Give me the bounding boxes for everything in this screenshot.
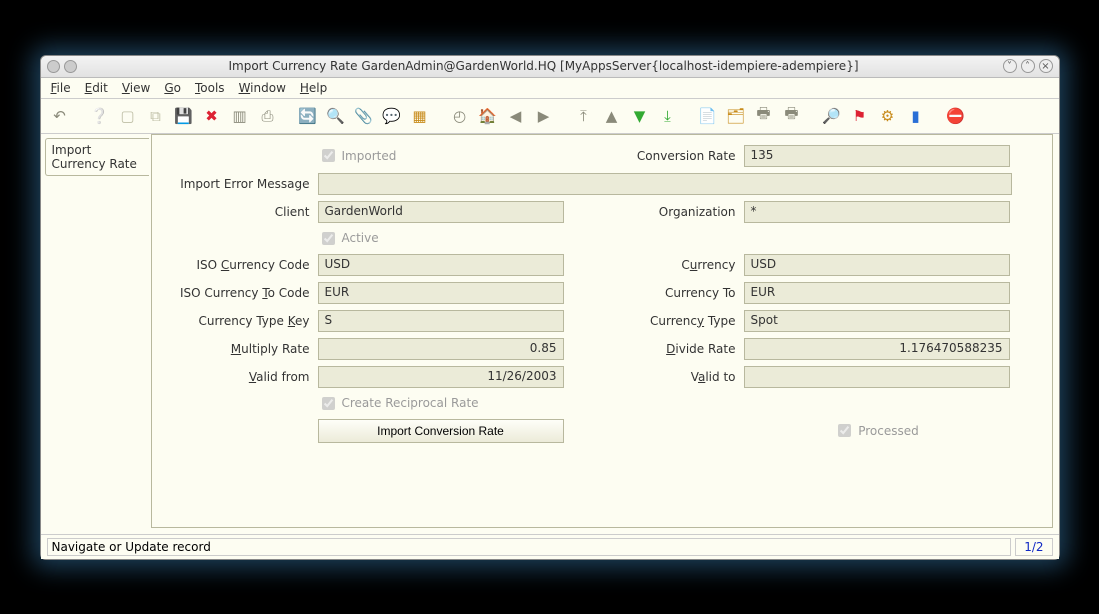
workflow-icon[interactable]: ⚑ xyxy=(849,105,871,127)
import-conversion-rate-button[interactable]: Import Conversion Rate xyxy=(318,419,564,443)
copy-icon[interactable]: ⧉ xyxy=(145,105,167,127)
print-icon[interactable]: 🖶 xyxy=(753,105,775,127)
archive2-icon[interactable]: 🗂 xyxy=(725,105,747,127)
imported-checkbox: Imported xyxy=(318,146,564,165)
iso-to-code-label: ISO Currency To Code xyxy=(162,286,318,300)
nav-fwd-icon[interactable]: ▶ xyxy=(533,105,555,127)
currency-type-key-field[interactable]: S xyxy=(318,310,564,332)
close-button[interactable]: × xyxy=(1039,59,1053,73)
multiply-rate-label: Multiply Rate xyxy=(162,342,318,356)
menu-view[interactable]: View xyxy=(122,81,150,95)
window-title: Import Currency Rate GardenAdmin@GardenW… xyxy=(85,59,1003,73)
process-icon[interactable]: ⚙ xyxy=(877,105,899,127)
save-icon[interactable]: 💾 xyxy=(173,105,195,127)
currency-to-label: Currency To xyxy=(624,286,744,300)
new-icon[interactable]: ▢ xyxy=(117,105,139,127)
menu-file[interactable]: File xyxy=(51,81,71,95)
history-icon[interactable]: ◴ xyxy=(449,105,471,127)
titlebar: Import Currency Rate GardenAdmin@GardenW… xyxy=(41,56,1059,78)
currency-type-label: Currency Type xyxy=(624,314,744,328)
minimize-button[interactable]: ˅ xyxy=(1003,59,1017,73)
toolbar: ↶ ❔ ▢ ⧉ 💾 ✖ ▥ ⎙ 🔄 🔍 📎 💬 ▦ ◴ 🏠 ◀ ▶ ⤒ ▲ ▼ … xyxy=(41,99,1059,134)
grid-icon[interactable]: ▦ xyxy=(409,105,431,127)
currency-label: Currency xyxy=(624,258,744,272)
iso-code-field[interactable]: USD xyxy=(318,254,564,276)
sidebar: Import Currency Rate xyxy=(41,134,151,534)
processed-checkbox: Processed xyxy=(744,421,1010,440)
delete-icon[interactable]: ✖ xyxy=(201,105,223,127)
exit-icon[interactable]: ⛔ xyxy=(945,105,967,127)
home-icon[interactable]: 🏠 xyxy=(477,105,499,127)
sys-icon[interactable] xyxy=(47,60,60,73)
nav-back-icon[interactable]: ◀ xyxy=(505,105,527,127)
menu-window[interactable]: Window xyxy=(239,81,286,95)
last-icon[interactable]: ⤓ xyxy=(657,105,679,127)
zoom-icon[interactable]: 🔎 xyxy=(821,105,843,127)
status-pager[interactable]: 1/2 xyxy=(1015,538,1052,556)
active-check xyxy=(322,232,335,245)
next-icon[interactable]: ▼ xyxy=(629,105,651,127)
menu-edit[interactable]: Edit xyxy=(85,81,108,95)
create-reciprocal-checkbox: Create Reciprocal Rate xyxy=(318,394,564,413)
currency-type-key-label: Currency Type Key xyxy=(162,314,318,328)
product-icon[interactable]: ▮ xyxy=(905,105,927,127)
undo-icon[interactable]: ↶ xyxy=(49,105,71,127)
archive-icon[interactable]: ▥ xyxy=(229,105,251,127)
sys-icon[interactable] xyxy=(64,60,77,73)
active-label: Active xyxy=(342,231,379,245)
help-icon[interactable]: ❔ xyxy=(89,105,111,127)
client-field[interactable]: GardenWorld xyxy=(318,201,564,223)
valid-to-label: Valid to xyxy=(624,370,744,384)
multiply-rate-field[interactable]: 0.85 xyxy=(318,338,564,360)
import-error-label: Import Error Message xyxy=(162,177,318,191)
menu-tools[interactable]: Tools xyxy=(195,81,225,95)
prev-icon[interactable]: ▲ xyxy=(601,105,623,127)
chat-icon[interactable]: 💬 xyxy=(381,105,403,127)
create-reciprocal-check xyxy=(322,397,335,410)
requery-icon[interactable]: ⎙ xyxy=(257,105,279,127)
menu-help[interactable]: Help xyxy=(300,81,327,95)
currency-type-field[interactable]: Spot xyxy=(744,310,1010,332)
valid-from-field[interactable]: 11/26/2003 xyxy=(318,366,564,388)
report-icon[interactable]: 📄 xyxy=(697,105,719,127)
form-panel: Imported Conversion Rate 135 Import Erro… xyxy=(151,134,1053,528)
organization-label: Organization xyxy=(624,205,744,219)
organization-field[interactable]: * xyxy=(744,201,1010,223)
iso-to-code-field[interactable]: EUR xyxy=(318,282,564,304)
import-error-field[interactable] xyxy=(318,173,1012,195)
client-label: Client xyxy=(162,205,318,219)
imported-label: Imported xyxy=(342,149,397,163)
currency-to-field[interactable]: EUR xyxy=(744,282,1010,304)
refresh-icon[interactable]: 🔄 xyxy=(297,105,319,127)
valid-to-field[interactable] xyxy=(744,366,1010,388)
print2-icon[interactable]: 🖶 xyxy=(781,105,803,127)
processed-check xyxy=(838,424,851,437)
menubar: File Edit View Go Tools Window Help xyxy=(41,78,1059,99)
attach-icon[interactable]: 📎 xyxy=(353,105,375,127)
app-window: Import Currency Rate GardenAdmin@GardenW… xyxy=(40,55,1060,560)
menu-go[interactable]: Go xyxy=(164,81,181,95)
divide-rate-field[interactable]: 1.176470588235 xyxy=(744,338,1010,360)
status-message: Navigate or Update record xyxy=(47,538,1012,556)
maximize-button[interactable]: ˄ xyxy=(1021,59,1035,73)
create-reciprocal-label: Create Reciprocal Rate xyxy=(342,396,479,410)
imported-check xyxy=(322,149,335,162)
active-checkbox: Active xyxy=(318,229,564,248)
conversion-rate-field[interactable]: 135 xyxy=(744,145,1010,167)
find-icon[interactable]: 🔍 xyxy=(325,105,347,127)
currency-field[interactable]: USD xyxy=(744,254,1010,276)
first-icon[interactable]: ⤒ xyxy=(573,105,595,127)
sys-menu-icons xyxy=(47,60,77,73)
iso-code-label: ISO Currency Code xyxy=(162,258,318,272)
divide-rate-label: Divide Rate xyxy=(624,342,744,356)
processed-label: Processed xyxy=(858,424,919,438)
tab-import-currency-rate[interactable]: Import Currency Rate xyxy=(45,138,149,176)
valid-from-label: Valid from xyxy=(162,370,318,384)
conversion-rate-label: Conversion Rate xyxy=(624,149,744,163)
statusbar: Navigate or Update record 1/2 xyxy=(41,534,1059,559)
